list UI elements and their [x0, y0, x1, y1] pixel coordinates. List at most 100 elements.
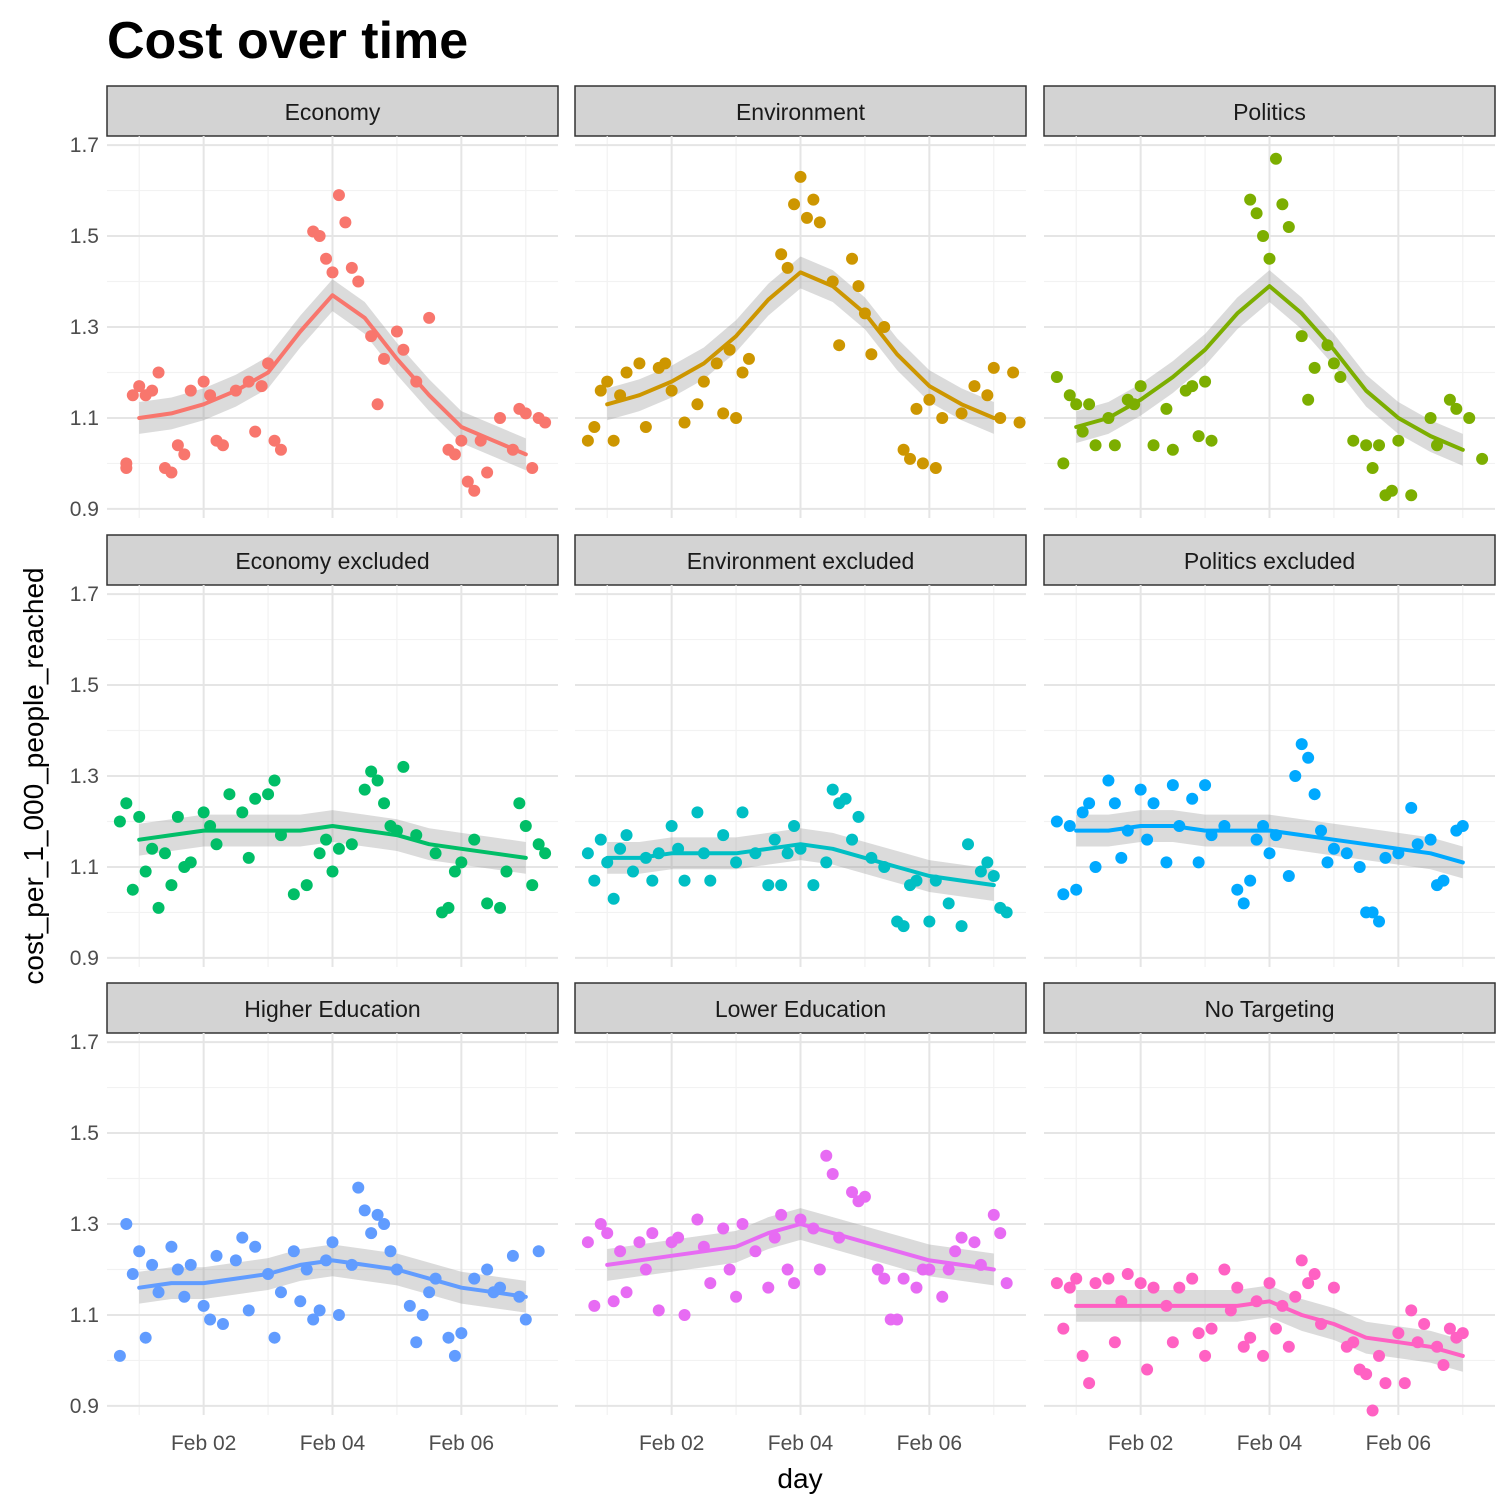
data-point [1308, 1268, 1321, 1281]
data-point [1192, 1327, 1205, 1340]
data-point [506, 1249, 519, 1262]
strip-label: Environment [736, 99, 866, 125]
data-point [352, 1181, 365, 1194]
data-point [365, 1227, 378, 1240]
data-point [210, 838, 223, 851]
data-point [833, 339, 846, 352]
data-point [1327, 842, 1340, 855]
data-point [1302, 751, 1315, 764]
data-point [165, 466, 178, 479]
data-point [846, 1186, 859, 1199]
strip-background [106, 534, 559, 586]
data-point [519, 1313, 532, 1326]
data-point [929, 461, 942, 474]
data-point [1340, 847, 1353, 860]
data-point [736, 1218, 749, 1230]
data-point [468, 1272, 481, 1285]
data-point [1366, 1404, 1379, 1417]
data-point [678, 1308, 691, 1321]
data-point [332, 842, 345, 855]
data-point [916, 457, 929, 470]
data-point [994, 411, 1007, 424]
data-point [197, 1299, 210, 1312]
data-point [775, 248, 788, 261]
data-point [1411, 838, 1424, 851]
data-point [455, 434, 468, 447]
data-point [1231, 883, 1244, 896]
data-point [730, 856, 743, 869]
confidence-band [607, 256, 994, 434]
data-point [1321, 856, 1334, 869]
data-point [968, 1236, 981, 1249]
strip-label: Politics excluded [1184, 548, 1355, 574]
data-point [981, 389, 994, 402]
data-point [1205, 1322, 1218, 1335]
y-tick-label: 1.1 [70, 407, 99, 430]
data-point [371, 1208, 384, 1221]
data-point [1269, 1322, 1282, 1335]
data-point [910, 402, 923, 415]
data-point [749, 1245, 762, 1258]
y-tick-label: 1.7 [70, 1031, 99, 1054]
data-point [646, 874, 659, 887]
data-point [781, 1263, 794, 1276]
confidence-band [139, 810, 526, 874]
data-point [152, 366, 165, 379]
data-point [1166, 779, 1179, 792]
data-point [1102, 774, 1115, 787]
data-point [429, 847, 442, 860]
data-point [519, 407, 532, 420]
data-point [858, 1190, 871, 1203]
data-point [513, 797, 526, 810]
data-point [1443, 1322, 1456, 1335]
data-point [846, 833, 859, 846]
data-point [268, 434, 281, 447]
data-point [494, 411, 507, 424]
data-point [1360, 1368, 1373, 1381]
data-point [1244, 1331, 1257, 1344]
data-point [448, 1349, 461, 1362]
data-point [1308, 361, 1321, 374]
data-point [1418, 1318, 1431, 1331]
smooth-line [137, 1258, 528, 1299]
data-point [678, 416, 691, 429]
data-point [949, 1245, 962, 1258]
data-point [262, 788, 275, 801]
facet-panels: Economy 0.9 1.1 1.3 1.5 1.7 Environment Politic… [70, 85, 1496, 1455]
data-point [1231, 1281, 1244, 1294]
data-point [332, 1308, 345, 1321]
data-point [1385, 484, 1398, 497]
data-point [1007, 366, 1020, 379]
data-point [717, 1222, 730, 1235]
data-point [1392, 1327, 1405, 1340]
data-point [229, 1254, 242, 1267]
data-point [1327, 357, 1340, 370]
strip-background [1043, 982, 1496, 1034]
smooth-line [605, 270, 996, 420]
strip-background [1043, 85, 1496, 137]
data-point [852, 810, 865, 823]
data-point [607, 892, 620, 905]
data-point [742, 352, 755, 365]
data-point [526, 879, 539, 892]
data-point [481, 1263, 494, 1276]
data-point [620, 829, 633, 842]
data-point [139, 865, 152, 878]
data-point [820, 1149, 833, 1162]
data-point [1070, 398, 1083, 411]
data-point [274, 1286, 287, 1299]
data-point [1269, 152, 1282, 165]
data-point [865, 348, 878, 361]
data-point [1108, 439, 1121, 452]
data-point [594, 833, 607, 846]
data-point [494, 1281, 507, 1294]
data-point [762, 1281, 775, 1294]
data-point [807, 879, 820, 892]
data-point [936, 1290, 949, 1303]
data-point [1347, 434, 1360, 447]
data-point [1147, 797, 1160, 810]
data-point [326, 865, 339, 878]
facet-panel-environment-excluded: Environment excluded [574, 534, 1027, 967]
data-point [397, 343, 410, 356]
data-point [1108, 797, 1121, 810]
